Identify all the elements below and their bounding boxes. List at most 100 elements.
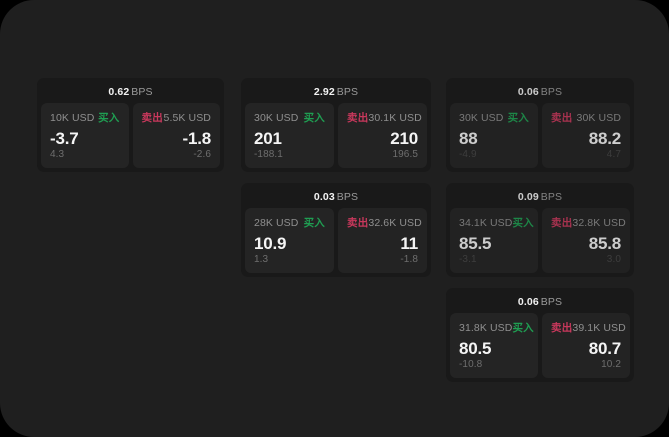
sell-side-label: 卖出 [551, 112, 573, 124]
sell-panel[interactable]: 卖出 30K USD 88.2 4.7 [542, 103, 630, 168]
card-header: 0.06 BPS [450, 292, 630, 313]
buy-panel[interactable]: 28K USD 买入 10.9 1.3 [245, 208, 334, 273]
sell-panel-header: 卖出 30.1K USD [347, 111, 422, 125]
buy-panel[interactable]: 30K USD 买入 88 -4.9 [450, 103, 538, 168]
buy-side-label: 买入 [303, 112, 325, 124]
sell-panel-header: 卖出 39.1K USD [551, 321, 626, 335]
spread-card[interactable]: 0.09 BPS 34.1K USD 买入 85.5 -3.1 卖出 32.8K … [446, 183, 634, 277]
buy-sub-value: -3.1 [459, 254, 477, 265]
buy-main-value: -3.7 [50, 128, 79, 148]
sell-side-label: 卖出 [141, 112, 163, 124]
sell-main-value: 85.8 [588, 233, 621, 253]
bps-value: 0.09 [517, 191, 539, 203]
buy-panel-header: 28K USD 买入 [254, 216, 325, 230]
spread-card[interactable]: 2.92 BPS 30K USD 买入 201 -188.1 卖出 30.1K U… [241, 78, 431, 172]
sell-size-label: 30K USD [576, 111, 621, 124]
sell-main-value: 80.7 [588, 338, 621, 358]
bps-unit: BPS [540, 296, 563, 308]
buy-main-value: 10.9 [254, 233, 287, 253]
buy-panel-header: 10K USD 买入 [50, 111, 120, 125]
buy-panel[interactable]: 31.8K USD 买入 80.5 -10.8 [450, 313, 538, 378]
spread-card[interactable]: 0.06 BPS 30K USD 买入 88 -4.9 卖出 30K USD 88… [446, 78, 634, 172]
bps-value: 0.03 [313, 191, 335, 203]
sell-main-value: 88.2 [588, 128, 621, 148]
bps-unit: BPS [336, 191, 359, 203]
buy-sub-value: 1.3 [254, 254, 269, 265]
buy-panel[interactable]: 10K USD 买入 -3.7 4.3 [41, 103, 129, 168]
sell-sub-value: 4.7 [606, 149, 621, 160]
sell-main-value: -1.8 [182, 128, 212, 148]
sell-panel[interactable]: 卖出 5.5K USD -1.8 -2.6 [132, 103, 220, 168]
sell-sub-value: 10.2 [601, 359, 621, 370]
sell-panel[interactable]: 卖出 32.8K USD 85.8 3.0 [542, 208, 630, 273]
card-panels: 28K USD 买入 10.9 1.3 卖出 32.6K USD 11 -1.8 [245, 208, 427, 273]
card-panels: 10K USD 买入 -3.7 4.3 卖出 5.5K USD -1.8 -2.… [41, 103, 220, 168]
buy-size-label: 34.1K USD [459, 216, 513, 229]
sell-sub-value: -1.8 [400, 254, 418, 265]
sell-panel[interactable]: 卖出 39.1K USD 80.7 10.2 [542, 313, 630, 378]
sell-side-label: 卖出 [551, 322, 573, 334]
buy-sub-value: 4.3 [50, 149, 65, 160]
buy-panel-header: 30K USD 买入 [459, 111, 529, 125]
sell-sub-value: 196.5 [392, 149, 418, 160]
buy-main-value: 80.5 [459, 338, 492, 358]
bps-value: 2.92 [313, 86, 335, 98]
bps-value: 0.06 [517, 296, 539, 308]
buy-side-label: 买入 [98, 112, 120, 124]
sell-sub-value: -2.6 [193, 149, 211, 160]
sell-size-label: 32.8K USD [572, 216, 626, 229]
buy-sub-value: -10.8 [459, 359, 483, 370]
sell-panel[interactable]: 卖出 30.1K USD 210 196.5 [338, 103, 427, 168]
buy-main-value: 201 [254, 128, 282, 148]
buy-side-label: 买入 [512, 322, 534, 334]
buy-size-label: 28K USD [254, 216, 299, 229]
bps-unit: BPS [336, 86, 359, 98]
buy-panel-header: 34.1K USD 买入 [459, 216, 534, 230]
buy-panel[interactable]: 30K USD 买入 201 -188.1 [245, 103, 334, 168]
sell-panel-header: 卖出 5.5K USD [141, 111, 212, 125]
buy-sub-value: -4.9 [459, 149, 477, 160]
buy-size-label: 10K USD [50, 111, 95, 124]
sell-size-label: 39.1K USD [572, 321, 626, 334]
buy-main-value: 88 [459, 128, 478, 148]
card-header: 0.62 BPS [41, 82, 220, 103]
sell-main-value: 210 [390, 128, 418, 148]
card-header: 0.03 BPS [245, 187, 427, 208]
buy-sub-value: -188.1 [254, 149, 283, 160]
bps-unit: BPS [540, 86, 563, 98]
buy-panel-header: 31.8K USD 买入 [459, 321, 534, 335]
sell-size-label: 32.6K USD [368, 216, 422, 229]
card-panels: 34.1K USD 买入 85.5 -3.1 卖出 32.8K USD 85.8… [450, 208, 630, 273]
bps-unit: BPS [131, 86, 153, 98]
buy-main-value: 85.5 [459, 233, 492, 253]
sell-panel-header: 卖出 32.6K USD [347, 216, 422, 230]
buy-panel-header: 30K USD 买入 [254, 111, 325, 125]
card-header: 0.06 BPS [450, 82, 630, 103]
card-panels: 30K USD 买入 201 -188.1 卖出 30.1K USD 210 1… [245, 103, 427, 168]
sell-panel-header: 卖出 30K USD [551, 111, 621, 125]
spread-card[interactable]: 0.62 BPS 10K USD 买入 -3.7 4.3 卖出 5.5K USD … [37, 78, 224, 172]
buy-side-label: 买入 [512, 217, 534, 229]
sell-side-label: 卖出 [551, 217, 573, 229]
sell-side-label: 卖出 [347, 112, 369, 124]
sell-sub-value: 3.0 [606, 254, 621, 265]
buy-panel[interactable]: 34.1K USD 买入 85.5 -3.1 [450, 208, 538, 273]
sell-size-label: 30.1K USD [368, 111, 422, 124]
spread-card[interactable]: 0.06 BPS 31.8K USD 买入 80.5 -10.8 卖出 39.1K… [446, 288, 634, 382]
buy-side-label: 买入 [507, 112, 529, 124]
bps-unit: BPS [540, 191, 563, 203]
buy-side-label: 买入 [303, 217, 325, 229]
sell-panel-header: 卖出 32.8K USD [551, 216, 626, 230]
bps-value: 0.62 [108, 86, 130, 98]
sell-side-label: 卖出 [347, 217, 369, 229]
buy-size-label: 31.8K USD [459, 321, 513, 334]
buy-size-label: 30K USD [459, 111, 504, 124]
card-header: 0.09 BPS [450, 187, 630, 208]
card-panels: 30K USD 买入 88 -4.9 卖出 30K USD 88.2 4.7 [450, 103, 630, 168]
card-panels: 31.8K USD 买入 80.5 -10.8 卖出 39.1K USD 80.… [450, 313, 630, 378]
sell-main-value: 11 [400, 233, 418, 253]
spread-card[interactable]: 0.03 BPS 28K USD 买入 10.9 1.3 卖出 32.6K USD… [241, 183, 431, 277]
sell-panel[interactable]: 卖出 32.6K USD 11 -1.8 [338, 208, 427, 273]
card-header: 2.92 BPS [245, 82, 427, 103]
